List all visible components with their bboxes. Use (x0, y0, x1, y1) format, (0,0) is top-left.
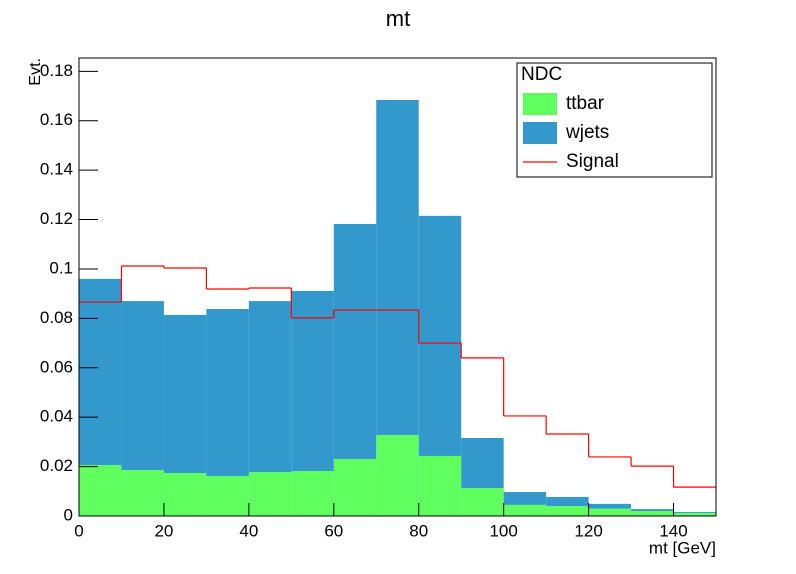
y-tick-label: 0 (64, 505, 73, 524)
x-tick-label: 120 (574, 521, 602, 540)
y-tick-label: 0.02 (40, 456, 73, 475)
bar (163, 473, 207, 516)
bar (418, 215, 462, 456)
x-tick-label: 0 (74, 521, 83, 540)
bar (503, 492, 547, 505)
bar (206, 308, 249, 476)
legend-box (516, 62, 713, 178)
legend-swatch (523, 93, 557, 115)
y-tick-label: 0.14 (40, 160, 73, 179)
x-tick-label: 100 (489, 521, 517, 540)
x-axis-label: mt [GeV] (649, 538, 716, 557)
legend-label: wjets (565, 122, 609, 143)
bar (333, 458, 377, 516)
bar (79, 465, 122, 516)
bar (121, 301, 164, 471)
y-tick-label: 0.1 (49, 258, 73, 277)
y-tick-label: 0.16 (40, 110, 73, 129)
bar (418, 455, 462, 516)
bar (248, 472, 292, 516)
y-axis-label: Evt. (27, 58, 44, 86)
bar (376, 99, 419, 435)
bar (588, 508, 632, 516)
legend-label: ttbar (566, 93, 605, 114)
frame (78, 57, 717, 517)
bar (673, 513, 716, 516)
x-tick-label: 60 (324, 521, 343, 540)
bar (333, 224, 377, 459)
legend: NDC ttbar wjets Signal (516, 62, 713, 178)
bar (461, 488, 504, 516)
chart-title: mt (386, 6, 410, 31)
bar (79, 278, 122, 466)
bar (546, 496, 589, 507)
bar (546, 506, 589, 516)
x-tick-label: 40 (239, 521, 258, 540)
x-tick-label: 140 (659, 521, 687, 540)
legend-label: Signal (566, 151, 619, 172)
plot-area (79, 99, 716, 516)
y-tick-label: 0.08 (40, 308, 73, 327)
bar (248, 301, 292, 473)
bar (206, 475, 249, 516)
bar (376, 434, 419, 516)
bar (291, 290, 334, 472)
bar (461, 437, 504, 489)
y-tick-label: 0.18 (40, 61, 73, 80)
bar (291, 471, 334, 516)
bar (631, 511, 674, 516)
bar (631, 509, 674, 512)
y-tick-label: 0.12 (40, 209, 73, 228)
x-tick-label: 80 (409, 521, 428, 540)
y-tick-label: 0.06 (40, 357, 73, 376)
legend-title: NDC (521, 64, 562, 85)
bar (503, 504, 547, 516)
bar (588, 503, 632, 509)
x-tick-label: 20 (154, 521, 173, 540)
bar (163, 314, 207, 474)
legend-swatch (523, 122, 557, 144)
bar (121, 470, 164, 516)
bar (673, 512, 716, 514)
y-tick-label: 0.04 (40, 407, 73, 426)
